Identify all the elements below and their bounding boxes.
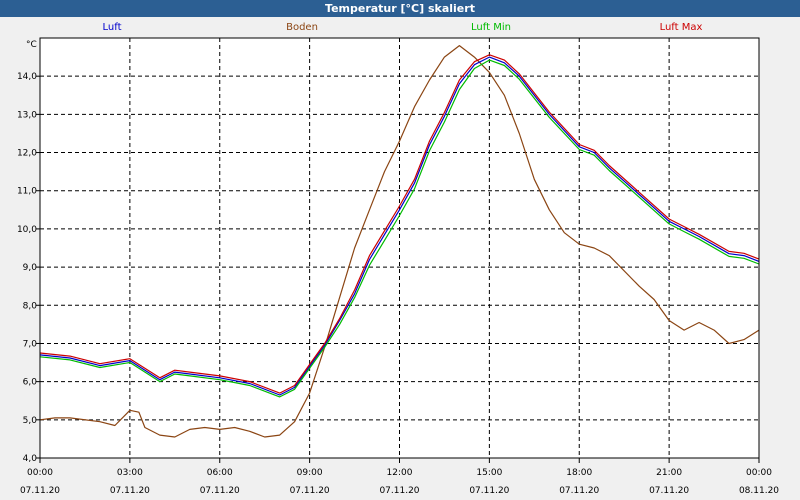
chart-title: Temperatur [°C] skaliert bbox=[0, 0, 800, 17]
x-axis: 00:00 07.11.20 03:00 07.11.20 06:00 07.11.20 0… bbox=[20, 458, 779, 496]
legend-luft-min: Luft Min bbox=[471, 22, 511, 33]
gridlines bbox=[40, 38, 759, 458]
y-tick-label: 9,0 bbox=[23, 263, 38, 273]
y-tick-label: 7,0 bbox=[23, 339, 38, 349]
y-tick-label: 12,0 bbox=[17, 149, 37, 159]
series-luft-min bbox=[39, 59, 760, 398]
y-axis-unit: °C bbox=[26, 40, 37, 50]
y-tick-label: 4,0 bbox=[23, 454, 38, 464]
x-tick-date: 07.11.20 bbox=[469, 486, 509, 496]
x-tick-date: 07.11.20 bbox=[559, 486, 599, 496]
x-tick-time: 00:00 bbox=[746, 468, 772, 478]
legend: Luft Boden Luft Min Luft Max bbox=[0, 22, 800, 36]
x-tick-date: 07.11.20 bbox=[200, 486, 240, 496]
y-tick-label: 10,0 bbox=[17, 225, 37, 235]
y-tick-label: 8,0 bbox=[23, 301, 38, 311]
legend-luft-max: Luft Max bbox=[659, 22, 703, 33]
x-tick-time: 12:00 bbox=[387, 468, 413, 478]
x-tick-time: 18:00 bbox=[566, 468, 592, 478]
y-tick-label: 11,0 bbox=[17, 187, 37, 197]
y-tick-label: 14,0 bbox=[17, 72, 37, 82]
x-tick-date: 07.11.20 bbox=[649, 486, 689, 496]
legend-boden: Boden bbox=[286, 22, 318, 33]
x-tick-time: 00:00 bbox=[27, 468, 53, 478]
x-tick-date: 07.11.20 bbox=[20, 486, 60, 496]
x-tick-time: 21:00 bbox=[656, 468, 682, 478]
y-tick-label: 6,0 bbox=[23, 378, 38, 388]
y-tick-label: 13,0 bbox=[17, 110, 37, 120]
y-axis: 4,0 5,0 6,0 7,0 8,0 9,0 10,0 11,0 12,0 13,0 14,0 bbox=[17, 72, 40, 464]
x-tick-time: 15:00 bbox=[476, 468, 502, 478]
x-tick-time: 06:00 bbox=[207, 468, 233, 478]
series-luft-max bbox=[39, 54, 760, 394]
series-lines bbox=[39, 44, 760, 438]
legend-luft: Luft bbox=[102, 22, 122, 33]
x-tick-time: 09:00 bbox=[297, 468, 323, 478]
x-tick-date: 07.11.20 bbox=[379, 486, 419, 496]
x-tick-time: 03:00 bbox=[117, 468, 143, 478]
y-tick-label: 5,0 bbox=[23, 416, 38, 426]
x-tick-date: 08.11.20 bbox=[739, 486, 779, 496]
x-tick-date: 07.11.20 bbox=[110, 486, 150, 496]
x-tick-date: 07.11.20 bbox=[290, 486, 330, 496]
series-luft bbox=[39, 56, 760, 396]
series-boden bbox=[39, 44, 760, 438]
